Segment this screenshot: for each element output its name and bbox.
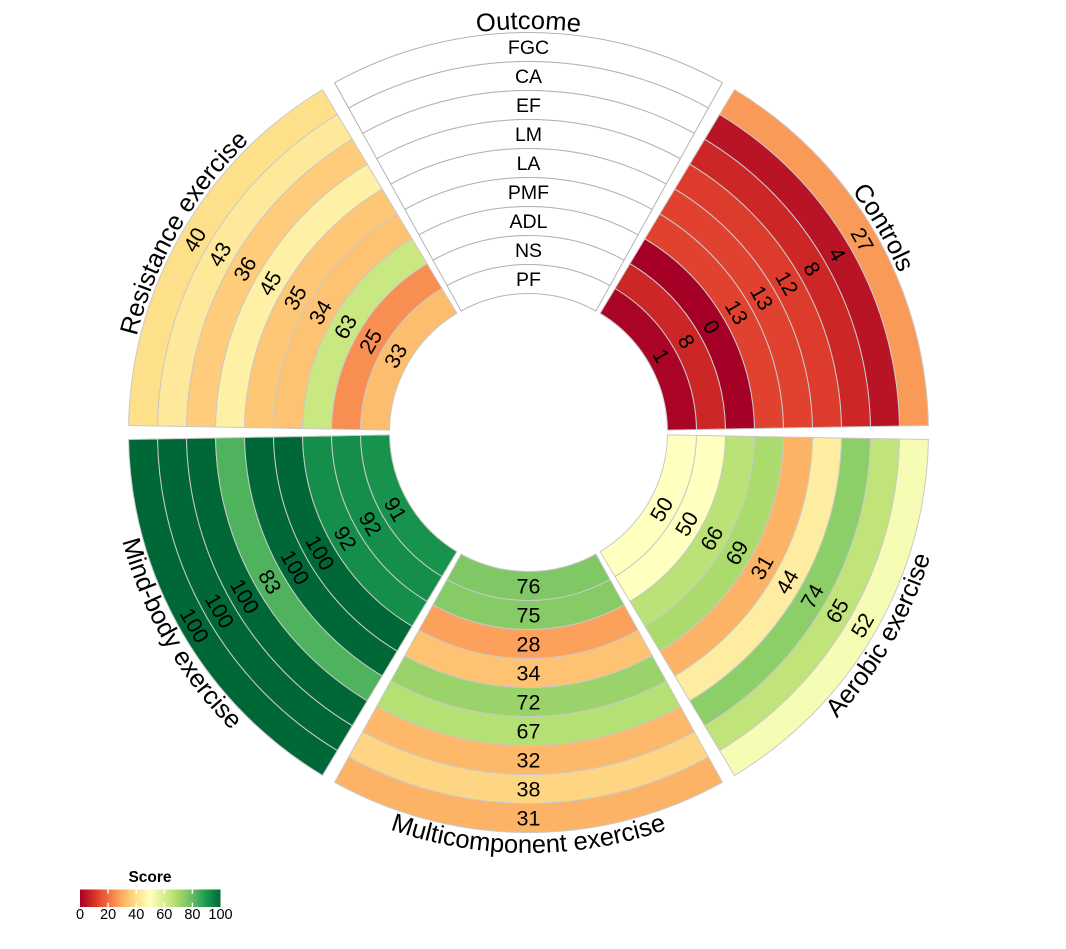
svg-text:38: 38 [517,778,541,802]
svg-text:67: 67 [517,720,541,744]
svg-text:28: 28 [517,633,541,657]
svg-text:80: 80 [184,907,200,923]
svg-text:ADL: ADL [510,211,548,233]
svg-text:Outcome: Outcome [475,7,583,38]
svg-text:40: 40 [128,907,144,923]
svg-text:FGC: FGC [508,37,549,59]
svg-text:76: 76 [517,575,541,599]
svg-text:72: 72 [517,691,541,715]
svg-text:31: 31 [517,807,541,831]
svg-text:32: 32 [517,749,541,773]
svg-text:PF: PF [516,269,541,291]
svg-text:0: 0 [76,907,84,923]
svg-text:CA: CA [515,66,542,88]
svg-text:PMF: PMF [508,182,549,204]
svg-text:60: 60 [156,907,172,923]
svg-text:LM: LM [515,124,542,146]
svg-text:100: 100 [208,907,232,923]
svg-text:34: 34 [517,662,541,686]
svg-text:75: 75 [517,604,541,628]
svg-text:NS: NS [515,240,542,262]
svg-text:Score: Score [128,869,171,886]
svg-text:EF: EF [516,95,541,117]
svg-text:LA: LA [517,153,541,175]
svg-text:20: 20 [100,907,116,923]
